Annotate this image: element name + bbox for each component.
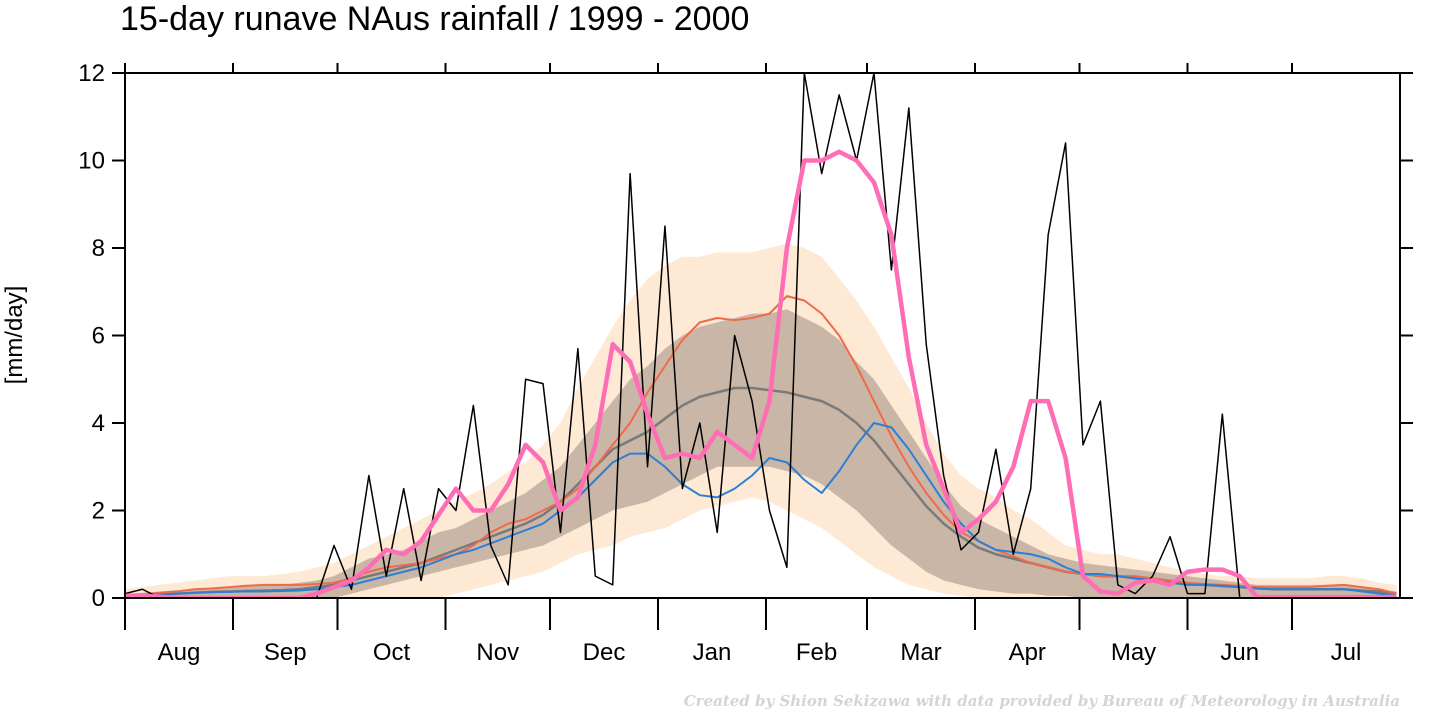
x-tick-label: Nov — [476, 639, 519, 666]
x-tick-label: Oct — [373, 639, 411, 666]
x-tick-label: Dec — [583, 639, 626, 666]
y-tick-label: 10 — [78, 148, 105, 175]
x-tick-label: Jan — [693, 639, 732, 666]
y-axis-label: [mm/day] — [1, 286, 28, 385]
x-tick-label: Apr — [1009, 639, 1046, 666]
x-tick-label: Aug — [158, 639, 201, 666]
y-tick-label: 8 — [92, 235, 105, 262]
chart-title: 15-day runave NAus rainfall / 1999 - 200… — [120, 0, 749, 38]
series-line — [125, 73, 1397, 598]
credit: Created by Shion Sekizawa with data prov… — [684, 692, 1400, 710]
y-tick-label: 12 — [78, 60, 105, 87]
y-tick-label: 2 — [92, 498, 105, 525]
x-tick-label: Sep — [264, 639, 307, 666]
y-tick-label: 4 — [92, 410, 105, 437]
x-tick-label: Jun — [1220, 639, 1259, 666]
series-line — [125, 149, 1397, 598]
plot-area — [125, 73, 1397, 598]
y-tick-label: 0 — [92, 585, 105, 612]
x-tick-label: Jul — [1331, 639, 1362, 666]
y-tick-label: 6 — [92, 323, 105, 350]
x-tick-label: May — [1111, 639, 1156, 666]
x-tick-label: Feb — [796, 639, 837, 666]
x-tick-label: Mar — [900, 639, 941, 666]
